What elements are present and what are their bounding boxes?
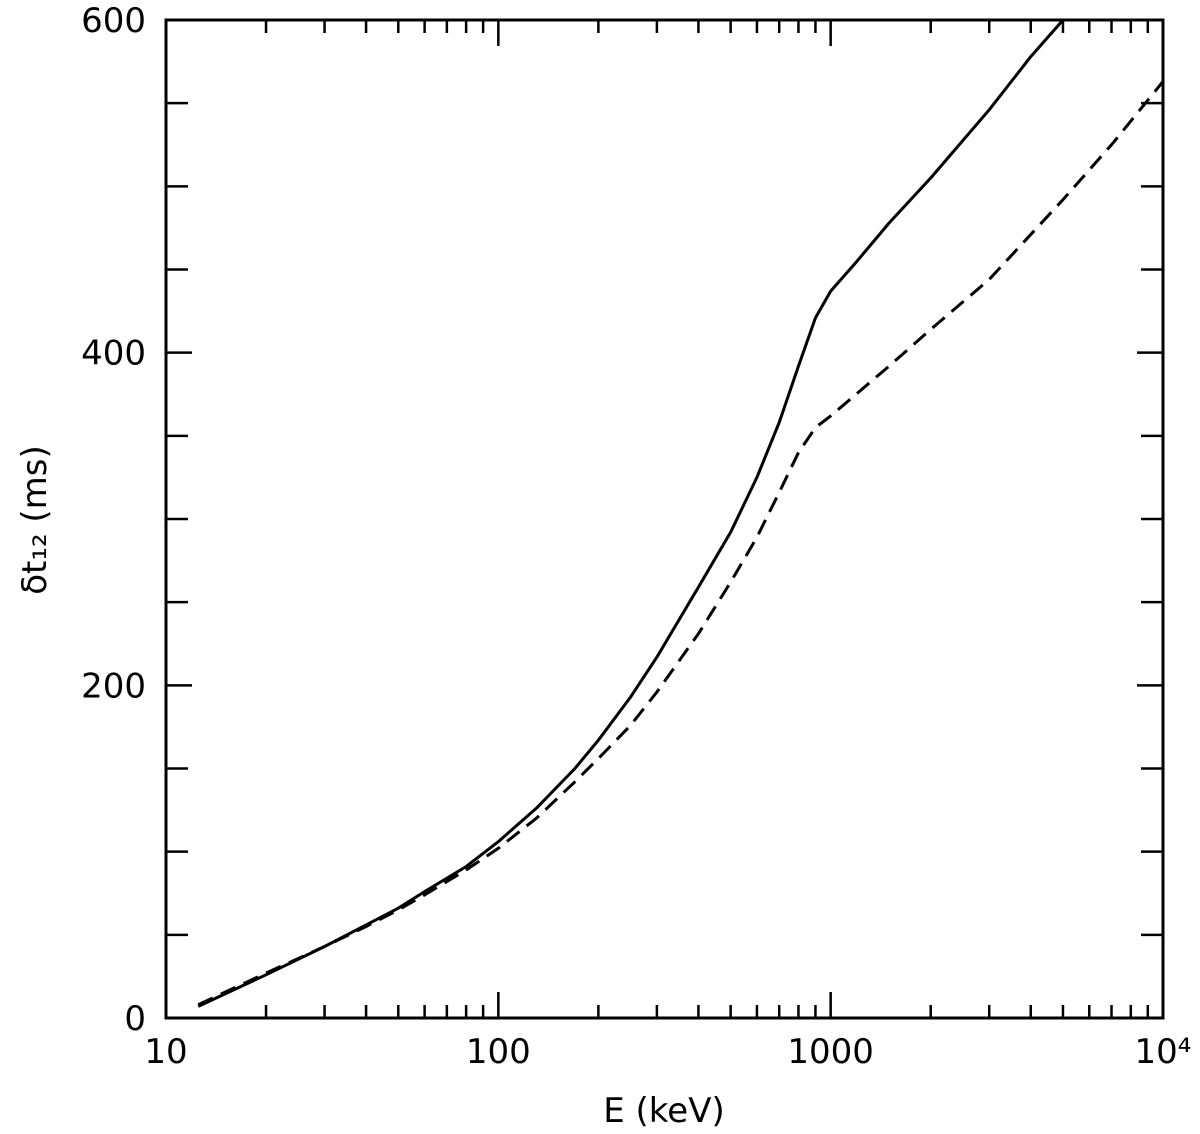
x-axis-label: E (keV) [603, 1091, 724, 1131]
solid-series-line [197, 20, 1065, 1008]
x-tick-label: 10⁴ [1135, 1032, 1192, 1072]
y-tick-label: 400 [81, 334, 146, 374]
axis-ticks [164, 18, 1163, 1020]
y-axis-label: δt₁₂ (ms) [15, 445, 55, 595]
x-tick-label: 1000 [787, 1032, 874, 1072]
dashed-series-line [197, 80, 1163, 1007]
x-tick-label: 10 [144, 1032, 187, 1072]
y-tick-label: 0 [124, 999, 146, 1039]
x-tick-labels: 10 100 1000 10⁴ [144, 1032, 1191, 1072]
y-tick-label: 600 [81, 1, 146, 41]
y-tick-label: 200 [81, 666, 146, 706]
plot-frame [164, 18, 1165, 1020]
plot-series [197, 20, 1163, 1008]
y-tick-labels: 0 200 400 600 [81, 1, 146, 1039]
x-tick-label: 100 [466, 1032, 531, 1072]
